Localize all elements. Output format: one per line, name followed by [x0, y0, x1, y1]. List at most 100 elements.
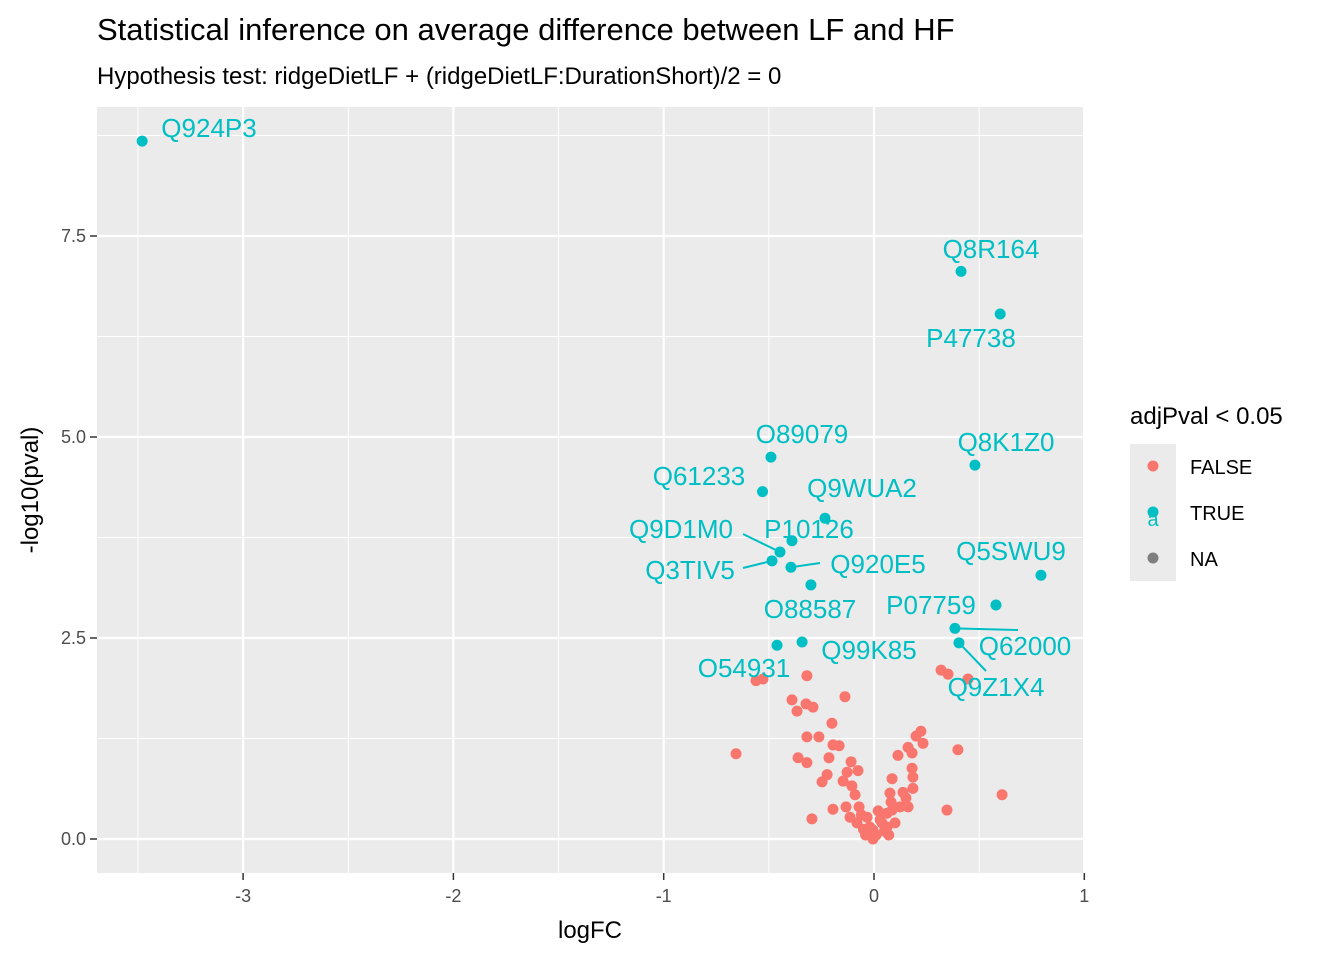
point-label: Q99K85 [821, 635, 916, 665]
point-false [791, 705, 803, 717]
point-false [906, 747, 918, 759]
x-tick-label: -2 [445, 886, 461, 906]
point-label: Q9Z1X4 [948, 672, 1045, 702]
point-true [774, 546, 786, 558]
point-label: Q5SWU9 [956, 536, 1066, 566]
point-true [771, 639, 783, 651]
point-false [757, 673, 769, 685]
point-false [846, 780, 858, 792]
x-axis-title: logFC [558, 917, 622, 944]
point-label: O89079 [756, 419, 849, 449]
point-false [837, 775, 849, 787]
point-false [786, 694, 798, 706]
point-false [845, 756, 857, 768]
point-false [833, 740, 845, 752]
point-false [860, 829, 872, 841]
legend-label: TRUE [1190, 503, 1244, 525]
point-true [766, 555, 778, 567]
point-false [885, 796, 897, 808]
axes: -3 -2 -1 0 1 0.0 2.5 5.0 7.5 [61, 226, 1089, 906]
point-false [826, 717, 838, 729]
point-false [881, 807, 893, 819]
point-false [849, 789, 861, 801]
legend-label: FALSE [1190, 457, 1252, 479]
y-tick-label: 2.5 [61, 628, 86, 648]
point-false [886, 773, 898, 785]
point-true [757, 486, 769, 498]
point-label: Q61233 [653, 461, 746, 491]
point-false [730, 748, 742, 760]
plot-panel [97, 107, 1083, 873]
label-segments [742, 533, 1019, 672]
point-false [996, 789, 1008, 801]
legend-label: NA [1190, 549, 1218, 571]
point-true [949, 622, 961, 634]
y-tick-label: 0.0 [61, 829, 86, 849]
label-segment [742, 533, 781, 553]
y-axis-title: -log10(pval) [17, 427, 44, 554]
point-false [902, 801, 914, 813]
point-label: Q3TIV5 [645, 555, 735, 585]
point-false [883, 829, 895, 841]
point-false [827, 803, 839, 815]
chart-title: Statistical inference on average differe… [97, 12, 955, 47]
point-false [906, 762, 918, 774]
point-label: Q9WUA2 [807, 473, 917, 503]
point-false [841, 766, 853, 778]
point-false [889, 817, 901, 829]
point-false [962, 673, 974, 685]
point-label: Q62000 [979, 631, 1072, 661]
x-tick-label: 0 [869, 886, 879, 906]
point-label: Q8K1Z0 [958, 427, 1055, 457]
point-false [892, 749, 904, 761]
point-label: O54931 [698, 653, 791, 683]
point-false [941, 804, 953, 816]
point-false [816, 776, 828, 788]
y-tick-label: 5.0 [61, 427, 86, 447]
point-false [855, 809, 867, 821]
point-false [894, 801, 906, 813]
grid-lines [97, 107, 1086, 873]
point-true [953, 637, 965, 649]
point-false [872, 805, 884, 817]
point-label: P10126 [764, 514, 854, 544]
point-false [917, 737, 929, 749]
point-true [136, 135, 148, 147]
point-false [900, 792, 912, 804]
point-true [955, 265, 967, 277]
x-tick-label: 1 [1079, 886, 1089, 906]
point-false [801, 670, 813, 682]
point-label: P47738 [926, 323, 1016, 353]
point-true [969, 459, 981, 471]
point-true [994, 308, 1006, 320]
point-label: O88587 [764, 594, 857, 624]
point-label: Q920E5 [830, 549, 925, 579]
label-segment [958, 642, 987, 672]
point-label: Q924P3 [161, 113, 256, 143]
point-false [884, 787, 896, 799]
point-true [786, 535, 798, 547]
point-false [942, 668, 954, 680]
y-tick-label: 7.5 [61, 226, 86, 246]
label-segment [954, 627, 1019, 631]
data-points [136, 135, 1047, 845]
legend-title: adjPval < 0.05 [1130, 403, 1283, 430]
point-false [870, 829, 882, 841]
point-false [915, 725, 927, 737]
x-tick-label: -3 [235, 886, 251, 906]
point-true [805, 579, 817, 591]
point-false [952, 744, 964, 756]
point-label: P07759 [886, 590, 976, 620]
point-false [839, 691, 851, 703]
point-true [796, 636, 808, 648]
point-false [852, 765, 864, 777]
legend-key-true [1147, 506, 1159, 518]
point-false [823, 752, 835, 764]
point-false [840, 801, 852, 813]
point-false [801, 731, 813, 743]
legend-key-false [1147, 460, 1159, 472]
point-false [806, 813, 818, 825]
legend-key-na [1147, 552, 1159, 564]
point-false [807, 701, 819, 713]
